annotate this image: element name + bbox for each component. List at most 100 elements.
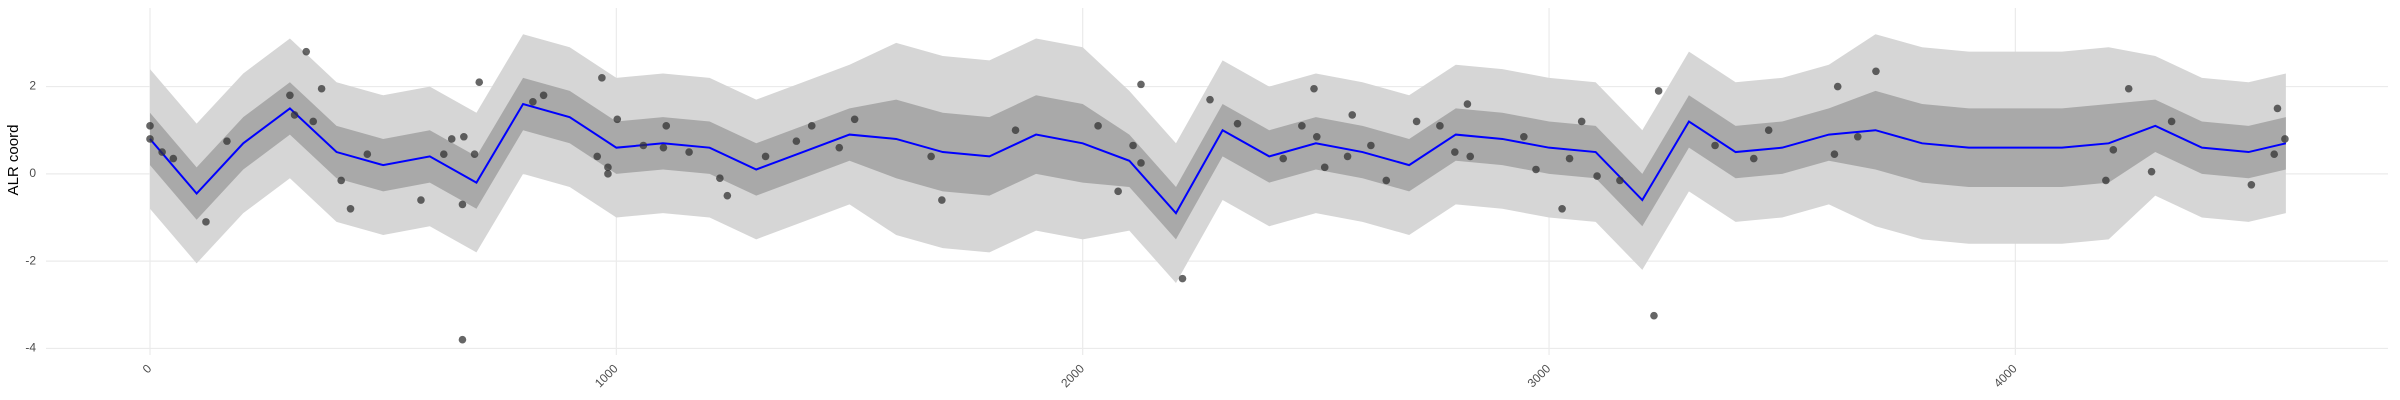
data-point [417,196,425,204]
data-point [309,117,318,126]
data-point [2281,135,2289,143]
data-point [1532,165,1540,174]
data-point [439,150,448,159]
data-point [1279,154,1288,163]
data-point [346,204,355,213]
data-point [639,141,648,150]
data-point [317,84,326,93]
data-point [1310,84,1318,93]
data-point [146,135,154,143]
interval-band [149,77,2286,240]
data-point [1654,87,1663,95]
x-tick-label: 4000 [1991,361,2020,390]
data-point [938,196,946,204]
data-point [604,170,612,178]
data-point [1593,172,1601,180]
data-point [807,122,816,130]
data-point [1872,67,1880,76]
data-point [2167,117,2176,126]
data-point [723,191,732,200]
data-point [1830,150,1839,159]
x-tick-label: 0 [140,361,155,376]
data-point [593,152,602,161]
data-point [1577,117,1586,126]
data-point [1833,82,1842,91]
data-point [1565,154,1574,163]
data-point [146,122,154,130]
data-point [2102,176,2110,185]
data-point [1094,122,1102,130]
data-point [850,115,859,124]
x-tick-label: 2000 [1058,361,1087,390]
data-point [1558,204,1566,213]
data-point [2109,146,2118,154]
data-point [1312,132,1321,141]
data-point [539,91,548,100]
x-tick-label: 1000 [592,361,621,390]
data-point [1206,95,1214,104]
y-tick-label: -2 [25,253,36,267]
x-tick-label: 3000 [1525,361,1554,390]
data-point [1451,148,1459,156]
data-point [475,78,484,87]
data-point [286,91,294,100]
data-point [458,200,467,209]
data-point [1412,117,1421,126]
data-point [2273,104,2282,113]
data-point [1320,163,1329,172]
data-point [290,111,299,119]
data-point [1520,132,1528,141]
data-point [2124,84,2133,93]
data-point [223,137,231,145]
data-point [761,152,770,161]
data-point [1298,122,1306,130]
data-point [1114,187,1122,196]
data-point [927,152,935,161]
data-point [1711,141,1719,150]
data-point [202,218,210,226]
data-point [470,150,479,159]
data-point [1650,311,1658,320]
y-tick-label: 0 [29,166,36,180]
data-point [337,176,345,185]
data-point [2247,180,2256,189]
data-point [598,74,606,82]
data-point [447,135,456,143]
data-point [1436,122,1444,130]
data-point [716,174,724,183]
data-point [835,143,844,152]
mean-line [149,102,2287,215]
data-point [363,150,372,159]
data-point [1011,126,1020,135]
data-point [1764,126,1773,135]
data-point [1367,141,1375,150]
data-point [604,163,612,172]
data-point [529,98,537,106]
data-point [1178,274,1187,283]
data-point [659,143,668,152]
data-point [2147,167,2156,176]
data-point [1853,132,1862,141]
data-point [2270,150,2279,159]
data-point [685,148,693,156]
data-point [302,47,311,56]
data-point [458,335,467,344]
data-point [1382,176,1391,185]
data-point [1233,119,1242,128]
data-point [792,137,801,145]
data-point [1137,80,1145,89]
data-point [1348,111,1357,119]
data-point [1749,154,1758,163]
data-point [460,132,468,141]
data-point [613,115,622,124]
data-point [1463,100,1472,108]
data-point [1343,152,1352,161]
data-point [158,148,166,156]
y-axis-title: ALR coord [5,125,22,196]
data-point [1466,152,1475,161]
y-tick-label: 2 [29,79,36,93]
data-point [1129,141,1137,150]
y-tick-label: -4 [25,341,36,355]
